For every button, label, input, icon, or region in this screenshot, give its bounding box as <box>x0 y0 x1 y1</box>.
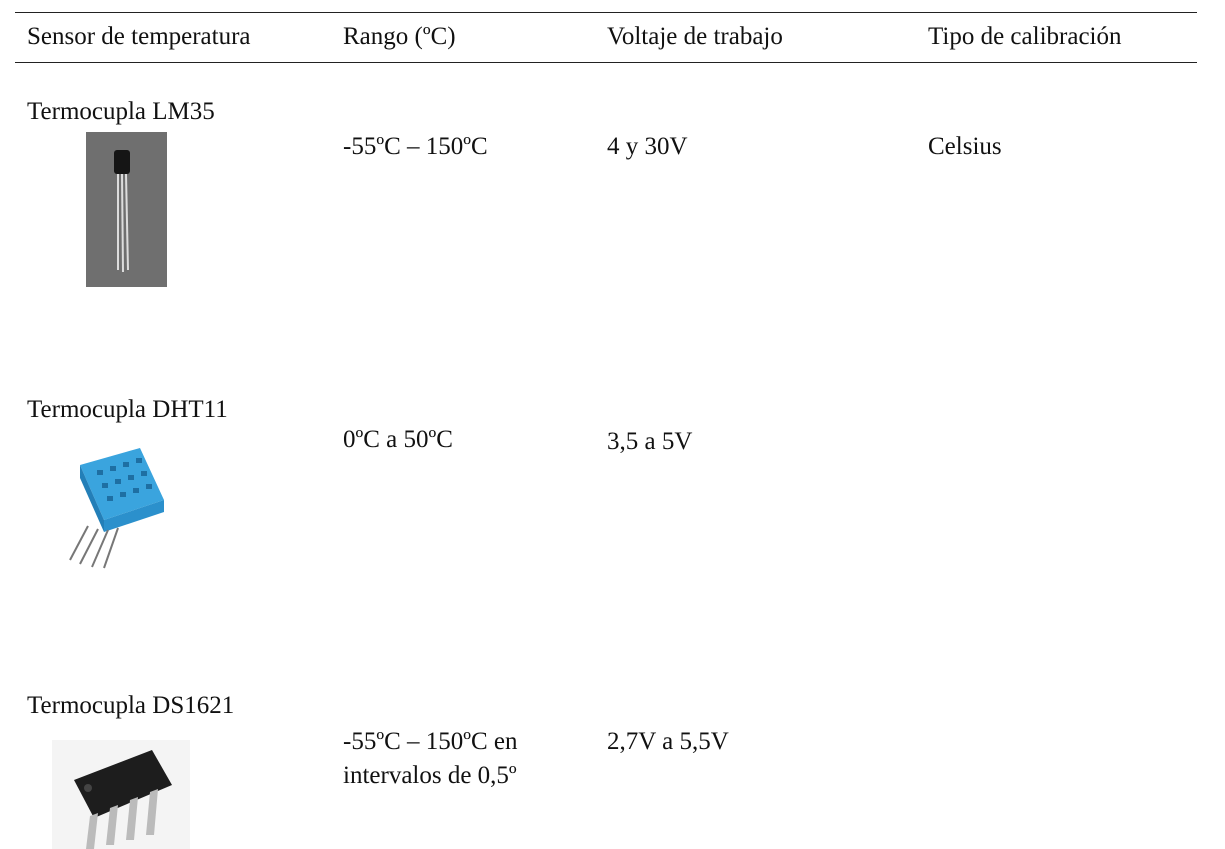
header-cell: Tipo de calibración <box>928 20 1121 54</box>
header-cell: Sensor de temperatura <box>27 20 251 54</box>
header-rule <box>15 62 1197 63</box>
lm35-image <box>86 132 167 287</box>
range-cell: -55ºC – 150ºC en intervalos de 0,5º <box>343 725 578 793</box>
calibration-cell: Celsius <box>928 130 1002 164</box>
range-cell: 0ºC a 50ºC <box>343 423 453 457</box>
sensor-name: Termocupla DS1621 <box>27 689 234 723</box>
page: Sensor de temperatura Rango (ºC) Voltaje… <box>0 0 1225 849</box>
voltage-cell: 2,7V a 5,5V <box>607 725 729 759</box>
sensor-name: Termocupla DHT11 <box>27 393 228 427</box>
ds1621-image <box>52 740 190 849</box>
header-cell: Rango (ºC) <box>343 20 456 54</box>
voltage-cell: 3,5 a 5V <box>607 425 692 459</box>
dht11-image <box>52 440 172 570</box>
header-cell: Voltaje de trabajo <box>607 20 783 54</box>
sensor-name: Termocupla LM35 <box>27 95 215 129</box>
top-rule <box>15 12 1197 13</box>
range-cell: -55ºC – 150ºC <box>343 130 488 164</box>
voltage-cell: 4 y 30V <box>607 130 688 164</box>
